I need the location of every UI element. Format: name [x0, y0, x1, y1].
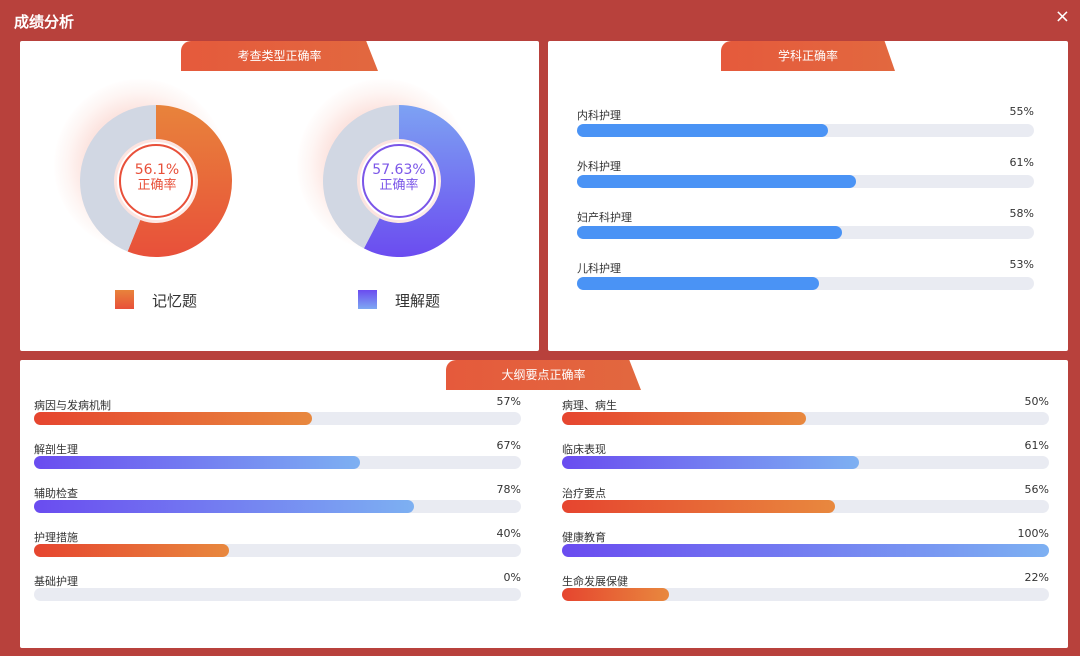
- outline-bar-fill: [34, 500, 414, 513]
- close-icon[interactable]: ×: [1054, 6, 1070, 27]
- understanding-donut: [323, 105, 475, 257]
- subject-bar-fill: [577, 226, 843, 239]
- outline-bar-fill: [34, 412, 312, 425]
- memory-legend-swatch: [115, 290, 134, 309]
- outline-bar-track: [562, 544, 1049, 557]
- window-title: 成绩分析: [14, 13, 75, 31]
- exam-type-tab: 考查类型正确率: [181, 41, 378, 71]
- exam-type-panel: 考查类型正确率 56.1% 正确率 记忆题 57.63% 正确率 理解题: [20, 41, 539, 351]
- subject-bar-label: 妇产科护理: [577, 211, 632, 224]
- outline-bar-label: 生命发展保健: [562, 575, 628, 588]
- subject-bar-label: 内科护理: [577, 109, 621, 122]
- understanding-rate-value: 57.63%: [372, 162, 426, 178]
- subject-bar-label: 儿科护理: [577, 262, 621, 275]
- outline-bar-fill: [562, 588, 670, 601]
- outline-bar-track: [34, 544, 521, 557]
- subject-bar-fill: [577, 124, 829, 137]
- subject-bar-track: [577, 124, 1034, 137]
- outline-bar-track: [562, 500, 1049, 513]
- outline-bar-percent: 61%: [1024, 439, 1049, 452]
- outline-bar-track: [34, 456, 521, 469]
- outline-bar-percent: 100%: [1017, 527, 1049, 540]
- window-titlebar: 成绩分析 ×: [0, 0, 1080, 40]
- outline-bar-label: 健康教育: [562, 531, 606, 544]
- outline-bar-label: 辅助检查: [34, 487, 78, 500]
- donut-inner-disc: [117, 142, 195, 220]
- outline-bar-label: 护理措施: [34, 531, 78, 544]
- outline-bar-fill: [562, 500, 835, 513]
- donut-inner-ring: [119, 144, 193, 218]
- outline-bar-label: 病理、病生: [562, 399, 617, 412]
- outline-bar-track: [34, 412, 521, 425]
- donut-inner-disc: [360, 142, 438, 220]
- outline-bar-percent: 67%: [496, 439, 521, 452]
- subject-bar-percent: 61%: [1009, 156, 1034, 169]
- memory-rate-value: 56.1%: [134, 162, 180, 178]
- outline-bar-track: [562, 456, 1049, 469]
- subject-panel: 学科正确率 内科护理 55% 外科护理 61% 妇产科护理 58% 儿科护理 53%: [548, 41, 1068, 351]
- outline-bar-label: 解剖生理: [34, 443, 78, 456]
- donut-remaining-slice: [80, 105, 156, 252]
- memory-legend-label: 记忆题: [152, 292, 198, 310]
- donut-inner-ring: [362, 144, 436, 218]
- outline-bar-percent: 40%: [496, 527, 521, 540]
- outline-bar-fill: [562, 456, 860, 469]
- outline-bar-label: 治疗要点: [562, 487, 606, 500]
- outline-bar-track: [562, 412, 1049, 425]
- outline-bar-percent: 0%: [503, 571, 521, 584]
- subject-bar-track: [577, 175, 1034, 188]
- outline-bar-fill: [34, 456, 361, 469]
- memory-donut: [80, 105, 233, 257]
- donut-correct-slice: [363, 105, 475, 257]
- understanding-rate-label: 正确率: [379, 178, 419, 193]
- outline-bar-track: [562, 588, 1049, 601]
- outline-bar-percent: 56%: [1024, 483, 1049, 496]
- outline-bar-fill: [34, 544, 229, 557]
- outline-bar-label: 病因与发病机制: [34, 399, 111, 412]
- outline-tab: 大纲要点正确率: [446, 360, 641, 390]
- outline-bar-fill: [562, 412, 806, 425]
- outline-bar-fill: [562, 544, 1049, 557]
- memory-rate-label: 正确率: [137, 178, 177, 193]
- outline-bar-label: 临床表现: [562, 443, 606, 456]
- outline-bar-percent: 78%: [496, 483, 521, 496]
- subject-tab: 学科正确率: [721, 41, 895, 71]
- subject-bar-fill: [577, 277, 820, 290]
- outline-bar-percent: 22%: [1024, 571, 1049, 584]
- outline-bar-label: 基础护理: [34, 575, 78, 588]
- subject-bar-percent: 53%: [1009, 258, 1034, 271]
- outline-bar-percent: 50%: [1024, 395, 1049, 408]
- outline-bar-track: [34, 588, 521, 601]
- subject-bar-percent: 58%: [1009, 207, 1034, 220]
- subject-bar-fill: [577, 175, 856, 188]
- subject-bar-percent: 55%: [1009, 105, 1034, 118]
- donut-remaining-slice: [323, 105, 399, 249]
- understanding-donut-center: 57.63% 正确率: [356, 162, 442, 194]
- memory-donut-center: 56.1% 正确率: [114, 162, 200, 194]
- understanding-legend-label: 理解题: [395, 292, 441, 310]
- subject-bar-track: [577, 277, 1034, 290]
- outline-panel: 大纲要点正确率 病因与发病机制 57% 解剖生理 67% 辅助检查 78% 护理措施 40% 基…: [20, 360, 1068, 648]
- outline-bar-percent: 57%: [496, 395, 521, 408]
- subject-bar-label: 外科护理: [577, 160, 621, 173]
- understanding-legend-swatch: [358, 290, 377, 309]
- donut-correct-slice: [127, 105, 233, 257]
- subject-bar-track: [577, 226, 1034, 239]
- outline-bar-track: [34, 500, 521, 513]
